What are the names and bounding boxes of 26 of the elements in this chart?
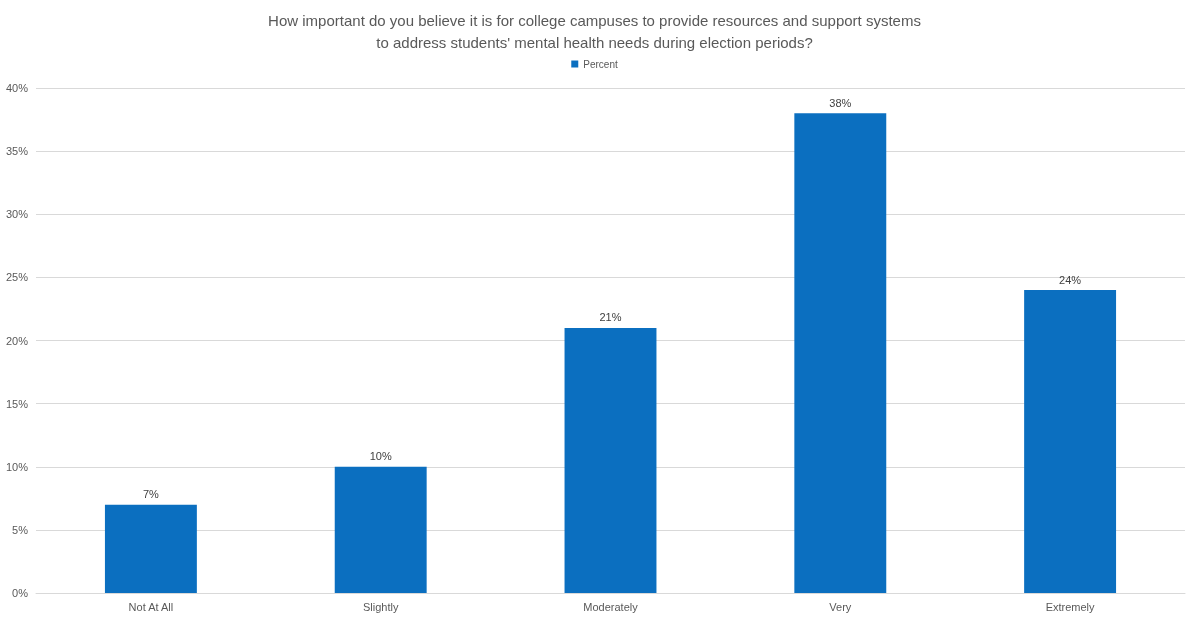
bar	[794, 113, 887, 593]
legend-label: Percent	[583, 58, 618, 70]
bar	[564, 327, 657, 593]
data-label: 38%	[829, 96, 852, 109]
chart-title: How important do you believe it is for college campuses to provide resources and support systems to address students' mental health needs during election periods?	[268, 11, 921, 51]
data-label: 10%	[369, 450, 392, 463]
y-tick-label: 40%	[5, 82, 29, 94]
data-label: 7%	[142, 488, 160, 501]
x-tick-label: Extremely	[1045, 600, 1096, 613]
y-tick-label: 0%	[12, 587, 29, 599]
x-tick-label: Very	[829, 600, 852, 613]
y-tick-label: 35%	[5, 145, 29, 158]
bar	[334, 466, 427, 593]
x-tick-label: Slightly	[362, 600, 399, 613]
y-tick-label: 5%	[12, 523, 29, 536]
y-tick-label: 10%	[5, 460, 29, 473]
y-tick-label: 30%	[5, 208, 29, 221]
x-tick-label: Moderately	[583, 600, 639, 613]
bar	[104, 504, 197, 593]
y-tick-label: 20%	[5, 334, 29, 347]
y-tick-label: 25%	[5, 271, 29, 284]
y-tick-label: 15%	[5, 397, 29, 410]
data-label: 24%	[1059, 273, 1082, 286]
bar	[1024, 290, 1117, 593]
data-label: 21%	[599, 311, 622, 324]
x-tick-label: Not At All	[128, 600, 174, 613]
